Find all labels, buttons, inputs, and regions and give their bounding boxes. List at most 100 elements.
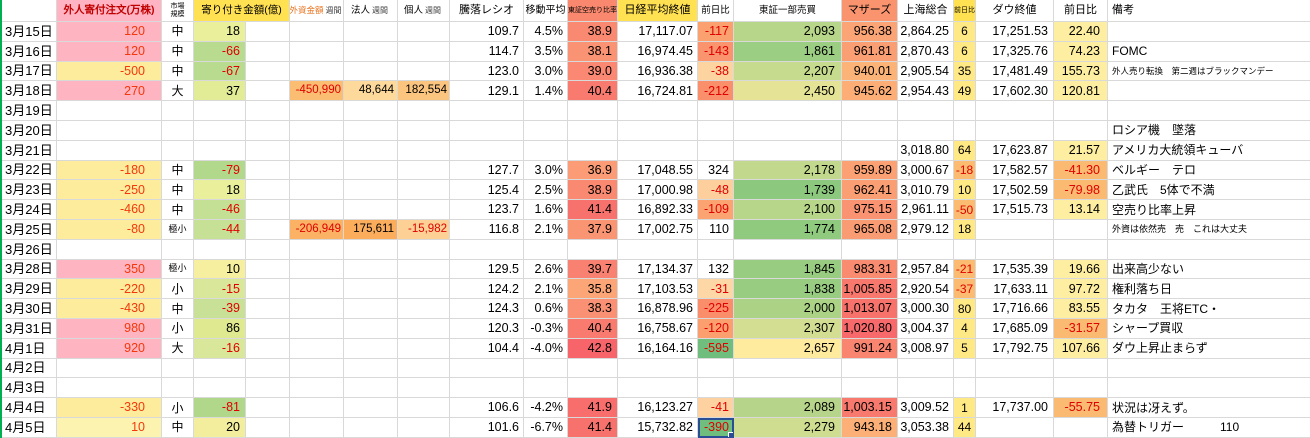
cell-opening[interactable] [194, 239, 246, 260]
cell-mothers[interactable]: 991.24 [842, 338, 898, 359]
cell-ma[interactable] [524, 101, 568, 121]
cell-kojin[interactable] [398, 378, 450, 399]
cell-dow_chg[interactable]: 120.81 [1054, 81, 1108, 102]
cell-ratio[interactable]: 124.3 [450, 299, 524, 319]
cell-size[interactable]: 極小 [162, 219, 194, 240]
cell-ratio[interactable]: 106.6 [450, 398, 524, 418]
cell-spacer[interactable] [246, 200, 290, 220]
cell-dow[interactable] [976, 101, 1054, 121]
cell-hojin[interactable] [344, 160, 398, 181]
cell-dow[interactable] [976, 378, 1054, 399]
cell-gaishi[interactable] [290, 338, 344, 359]
cell-nikkei_chg[interactable]: -595 [698, 338, 734, 359]
cell-ma[interactable]: -4.0% [524, 338, 568, 359]
cell-sh_chg[interactable]: 4 [954, 318, 976, 339]
cell-size[interactable] [162, 378, 194, 399]
date-cell[interactable]: 3月23日 [2, 180, 57, 201]
cell-nikkei_chg[interactable]: -390 [698, 417, 734, 438]
cell-dow[interactable] [976, 120, 1054, 141]
col-header-mothers[interactable]: マザーズ [842, 0, 898, 22]
cell-nikkei[interactable] [618, 239, 698, 260]
cell-size[interactable]: 小 [162, 398, 194, 418]
cell-hojin[interactable] [344, 120, 398, 141]
cell-remarks[interactable]: 権利落ち日 [1108, 279, 1310, 300]
cell-foreign[interactable] [57, 358, 162, 379]
cell-spacer[interactable] [246, 239, 290, 260]
cell-ma[interactable]: 2.6% [524, 259, 568, 280]
cell-shanghai[interactable]: 3,000.67 [898, 160, 954, 181]
cell-remarks[interactable]: ダウ上昇止まらず [1108, 339, 1310, 359]
cell-kojin[interactable] [398, 318, 450, 339]
cell-size[interactable]: 中 [162, 180, 194, 201]
cell-gaishi[interactable] [290, 378, 344, 399]
cell-nikkei[interactable] [618, 140, 698, 161]
cell-shanghai[interactable]: 2,864.25 [898, 22, 954, 42]
cell-ma[interactable] [524, 358, 568, 379]
cell-ratio[interactable] [450, 378, 524, 399]
cell-volume[interactable] [734, 358, 842, 379]
cell-foreign[interactable] [57, 120, 162, 141]
cell-shanghai[interactable]: 2,905.54 [898, 61, 954, 82]
cell-volume[interactable]: 2,657 [734, 338, 842, 359]
cell-dow[interactable]: 17,716.66 [976, 299, 1054, 319]
cell-foreign[interactable]: -460 [57, 200, 162, 220]
cell-ma[interactable] [524, 378, 568, 399]
col-header-shanghai-change[interactable]: 前日比 [954, 0, 976, 22]
cell-shanghai[interactable]: 3,008.97 [898, 338, 954, 359]
cell-gaishi[interactable] [290, 160, 344, 181]
cell-nikkei[interactable]: 17,048.55 [618, 160, 698, 181]
cell-dow_chg[interactable]: 155.73 [1054, 61, 1108, 82]
cell-gaishi[interactable] [290, 239, 344, 260]
date-cell[interactable]: 3月21日 [2, 140, 57, 161]
cell-short[interactable]: 41.4 [568, 417, 618, 438]
cell-hojin[interactable]: 175,611 [344, 219, 398, 240]
cell-short[interactable]: 36.9 [568, 160, 618, 181]
cell-kojin[interactable]: -15,982 [398, 219, 450, 240]
cell-kojin[interactable] [398, 338, 450, 359]
cell-dow[interactable] [976, 219, 1054, 240]
cell-kojin[interactable] [398, 140, 450, 161]
cell-ma[interactable]: 3.0% [524, 160, 568, 181]
cell-ma[interactable]: 2.1% [524, 279, 568, 300]
cell-ma[interactable]: 0.6% [524, 299, 568, 319]
cell-nikkei_chg[interactable] [698, 378, 734, 399]
cell-spacer[interactable] [246, 279, 290, 300]
cell-dow_chg[interactable] [1054, 358, 1108, 379]
cell-nikkei_chg[interactable]: -120 [698, 318, 734, 339]
cell-nikkei_chg[interactable]: -48 [698, 180, 734, 201]
cell-size[interactable]: 中 [162, 61, 194, 82]
cell-foreign[interactable]: -430 [57, 299, 162, 319]
date-cell[interactable]: 3月28日 [2, 259, 57, 280]
cell-nikkei[interactable]: 17,103.53 [618, 279, 698, 300]
cell-sh_chg[interactable] [954, 378, 976, 399]
cell-remarks[interactable]: ロシア機 墜落 [1108, 121, 1310, 141]
cell-spacer[interactable] [246, 299, 290, 319]
date-cell[interactable]: 3月31日 [2, 318, 57, 339]
cell-dow[interactable]: 17,325.76 [976, 41, 1054, 62]
cell-volume[interactable] [734, 239, 842, 260]
cell-dow_chg[interactable]: 19.66 [1054, 259, 1108, 280]
cell-dow[interactable] [976, 239, 1054, 260]
cell-short[interactable]: 41.9 [568, 398, 618, 418]
cell-nikkei_chg[interactable]: 132 [698, 259, 734, 280]
cell-volume[interactable] [734, 101, 842, 121]
cell-gaishi[interactable] [290, 101, 344, 121]
cell-remarks[interactable]: タカタ 王将ETC・ [1108, 299, 1310, 319]
cell-ratio[interactable]: 109.7 [450, 22, 524, 42]
cell-foreign[interactable] [57, 101, 162, 121]
cell-nikkei_chg[interactable] [698, 358, 734, 379]
cell-ma[interactable] [524, 239, 568, 260]
cell-hojin[interactable] [344, 180, 398, 201]
cell-foreign[interactable]: -80 [57, 219, 162, 240]
cell-size[interactable]: 中 [162, 22, 194, 42]
cell-dow_chg[interactable]: -31.57 [1054, 318, 1108, 339]
cell-gaishi[interactable] [290, 417, 344, 438]
cell-dow[interactable]: 17,502.59 [976, 180, 1054, 201]
cell-dow_chg[interactable] [1054, 219, 1108, 240]
cell-spacer[interactable] [246, 41, 290, 62]
cell-spacer[interactable] [246, 417, 290, 438]
cell-nikkei_chg[interactable] [698, 101, 734, 121]
cell-shanghai[interactable]: 2,979.12 [898, 219, 954, 240]
cell-sh_chg[interactable] [954, 239, 976, 260]
cell-kojin[interactable] [398, 22, 450, 42]
